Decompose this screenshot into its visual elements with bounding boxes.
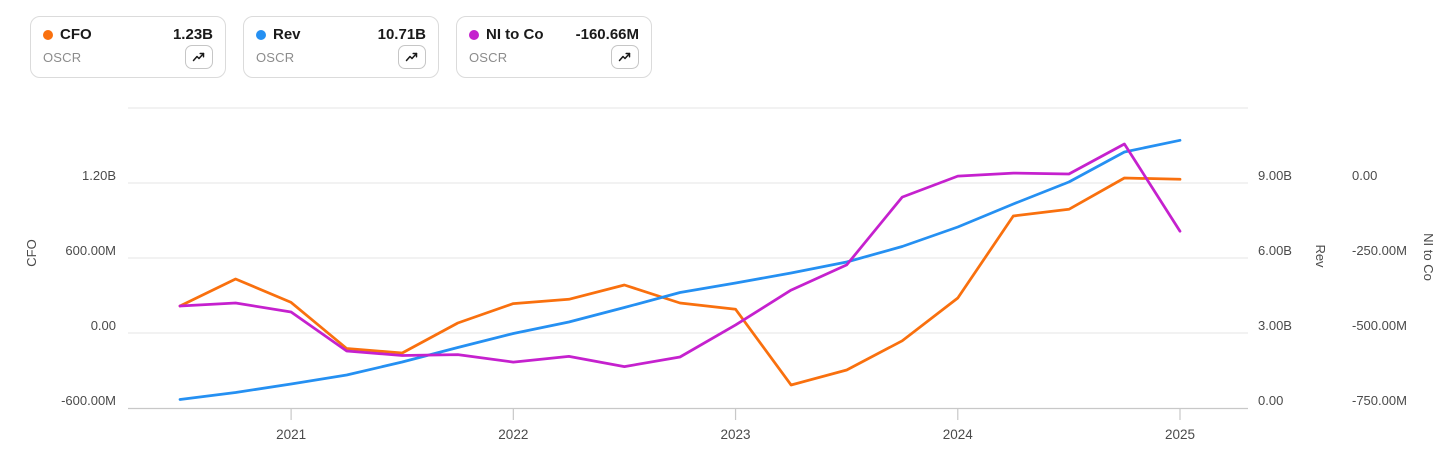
ni-color-dot-icon (469, 29, 479, 40)
rev-axis-tick-label: 3.00B (1258, 318, 1292, 333)
rev-series-value: 10.71B (377, 26, 426, 43)
series-line-rev[interactable] (178, 138, 1182, 401)
x-axis-year-label: 2021 (276, 427, 307, 442)
trending-up-icon (618, 52, 631, 62)
legend-card-ni-header: NI to Co -160.66M (469, 26, 639, 43)
cfo-series-value: 1.23B (172, 26, 213, 43)
ni-axis-tick-label: -750.00M (1352, 393, 1407, 408)
series-line-cfo[interactable] (178, 176, 1182, 387)
legend-row: CFO 1.23B OSCR Rev 10.71B OSCR (30, 16, 652, 78)
legend-card-cfo-header: CFO 1.23B (43, 26, 213, 43)
ni-series-name: NI to Co (486, 26, 544, 43)
cfo-color-dot-icon (43, 29, 53, 40)
x-axis-year-label: 2025 (1164, 427, 1196, 442)
cfo-axis-tick-label: 0.00 (90, 318, 116, 333)
expand-chart-button[interactable] (185, 45, 213, 69)
expand-chart-button[interactable] (611, 45, 639, 69)
ni-axis-title: NI to Co (1421, 233, 1436, 281)
legend-card-rev-header: Rev 10.71B (256, 26, 426, 43)
cfo-axis-tick-label: 1.20B (82, 168, 116, 183)
ni-axis-tick-label: -500.00M (1352, 318, 1407, 333)
expand-chart-button[interactable] (398, 45, 426, 69)
cfo-axis-tick-label: 600.00M (65, 243, 116, 258)
legend-card-rev[interactable]: Rev 10.71B OSCR (243, 16, 439, 78)
ni-ticker-label: OSCR (469, 49, 508, 65)
rev-ticker-label: OSCR (256, 49, 295, 65)
rev-color-dot-icon (256, 29, 266, 40)
cfo-axis-tick-label: -600.00M (61, 393, 116, 408)
rev-axis-tick-label: 6.00B (1258, 243, 1292, 258)
ni-axis-tick-label: -250.00M (1352, 243, 1407, 258)
x-axis-year-label: 2023 (720, 427, 751, 442)
rev-axis-title: Rev (1313, 244, 1328, 268)
x-axis-year-label: 2022 (498, 427, 529, 442)
cfo-ticker-label: OSCR (43, 49, 82, 65)
cfo-series-name: CFO (60, 26, 92, 43)
rev-axis-tick-label: 9.00B (1258, 168, 1292, 183)
series-line-ni-to-co[interactable] (178, 142, 1182, 368)
x-axis-year-label: 2024 (942, 427, 973, 442)
trending-up-icon (192, 52, 205, 62)
rev-series-name: Rev (273, 26, 301, 43)
legend-card-cfo[interactable]: CFO 1.23B OSCR (30, 16, 226, 78)
ni-axis-tick-label: 0.00 (1352, 168, 1378, 183)
rev-axis-tick-label: 0.00 (1258, 393, 1284, 408)
legend-card-ni-to-co[interactable]: NI to Co -160.66M OSCR (456, 16, 652, 78)
trending-up-icon (405, 52, 418, 62)
ni-series-value: -160.66M (575, 26, 639, 43)
